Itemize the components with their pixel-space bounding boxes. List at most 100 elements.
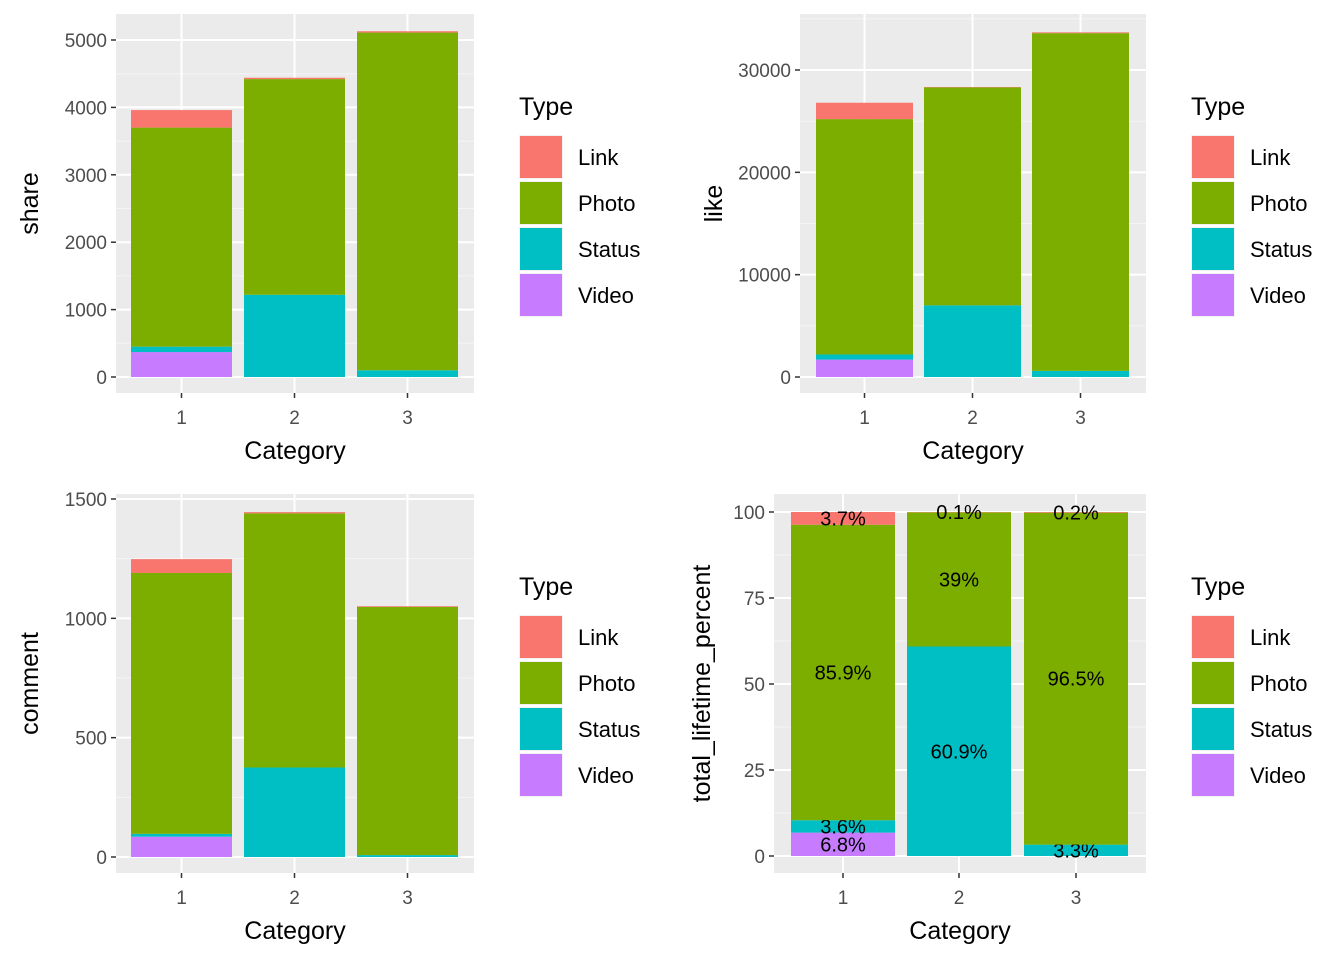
y-tick-label: 10000 <box>738 266 791 287</box>
bar-segment-video <box>816 360 913 377</box>
y-tick-label: 0 <box>96 848 107 869</box>
bar-segment-status <box>924 305 1021 377</box>
legend-label-status: Status <box>578 717 640 742</box>
x-axis-title: Category <box>244 437 346 465</box>
bar-segment-photo <box>357 607 458 855</box>
legend-label-photo: Photo <box>578 191 636 216</box>
y-axis-title: share <box>16 172 44 235</box>
legend-swatch-photo <box>1192 662 1234 704</box>
x-tick-label: 3 <box>1071 888 1082 909</box>
legend-label-photo: Photo <box>578 671 636 696</box>
legend-swatch-video <box>1192 274 1234 316</box>
bar-segment-photo <box>244 79 345 295</box>
legend-swatch-photo <box>520 182 562 224</box>
data-label: 3.7% <box>820 508 866 530</box>
y-tick-label: 75 <box>744 589 765 610</box>
y-tick-label: 4000 <box>65 98 107 119</box>
bar-segment-link <box>131 110 232 128</box>
y-tick-label: 0 <box>780 368 791 389</box>
legend-swatch-link <box>1192 616 1234 658</box>
data-label: 60.9% <box>931 741 988 763</box>
x-tick-label: 2 <box>289 888 300 909</box>
legend-swatch-status <box>1192 708 1234 750</box>
bar-segment-photo <box>131 573 232 834</box>
data-label: 0.2% <box>1053 502 1099 524</box>
data-label: 0.1% <box>936 502 982 524</box>
legend-swatch-status <box>520 708 562 750</box>
y-tick-label: 0 <box>96 368 107 389</box>
legend-swatch-link <box>1192 136 1234 178</box>
legend-label-video: Video <box>1250 283 1306 308</box>
y-tick-label: 1000 <box>65 609 107 630</box>
bar-segment-photo <box>244 513 345 767</box>
legend-swatch-video <box>520 274 562 316</box>
bar-segment-link <box>357 606 458 607</box>
y-tick-label: 1000 <box>65 301 107 322</box>
bar-segment-photo <box>1032 33 1129 371</box>
y-tick-label: 3000 <box>65 166 107 187</box>
y-tick-label: 0 <box>754 847 765 868</box>
legend-swatch-video <box>520 754 562 796</box>
bar-segment-photo <box>924 87 1021 305</box>
bar-segment-link <box>1032 32 1129 33</box>
legend-title: Type <box>519 573 573 601</box>
x-tick-label: 3 <box>1075 408 1086 429</box>
legend-title: Type <box>519 93 573 121</box>
legend-label-video: Video <box>578 283 634 308</box>
legend-label-status: Status <box>578 237 640 262</box>
bar-segment-link <box>816 103 913 119</box>
legend-label-status: Status <box>1250 717 1312 742</box>
y-tick-label: 50 <box>744 675 765 696</box>
x-axis-title: Category <box>922 437 1024 465</box>
legend-label-link: Link <box>578 145 619 170</box>
y-axis-title: comment <box>16 632 44 735</box>
data-label: 85.9% <box>815 662 872 684</box>
y-tick-label: 100 <box>733 503 765 524</box>
chart-panel-4: 6.8%3.6%85.9%3.7%60.9%39%0.1%3.3%96.5%0.… <box>688 494 1312 945</box>
y-tick-label: 500 <box>75 729 107 750</box>
y-tick-label: 30000 <box>738 61 791 82</box>
legend-title: Type <box>1191 573 1245 601</box>
y-axis-title: like <box>700 185 728 223</box>
legend-swatch-status <box>1192 228 1234 270</box>
legend-label-photo: Photo <box>1250 671 1308 696</box>
y-tick-label: 2000 <box>65 233 107 254</box>
x-tick-label: 1 <box>176 888 187 909</box>
legend-swatch-link <box>520 616 562 658</box>
legend-label-video: Video <box>578 763 634 788</box>
bar-segment-link <box>244 78 345 79</box>
bar-segment-status <box>357 370 458 377</box>
x-axis-title: Category <box>244 917 346 945</box>
legend-swatch-photo <box>1192 182 1234 224</box>
bar-segment-photo <box>816 119 913 354</box>
x-tick-label: 2 <box>289 408 300 429</box>
legend-swatch-photo <box>520 662 562 704</box>
x-tick-label: 1 <box>838 888 849 909</box>
y-tick-label: 25 <box>744 761 765 782</box>
data-label: 39% <box>939 569 979 591</box>
bar-segment-photo <box>131 128 232 347</box>
y-tick-label: 5000 <box>65 31 107 52</box>
x-tick-label: 3 <box>402 888 413 909</box>
x-tick-label: 2 <box>954 888 965 909</box>
bar-segment-status <box>244 768 345 858</box>
bar-segment-status <box>357 855 458 857</box>
legend-swatch-status <box>520 228 562 270</box>
bar-segment-link <box>244 512 345 513</box>
legend-label-video: Video <box>1250 763 1306 788</box>
legend-label-link: Link <box>1250 145 1291 170</box>
bar-segment-link <box>357 31 458 32</box>
legend-label-photo: Photo <box>1250 191 1308 216</box>
legend-label-link: Link <box>578 625 619 650</box>
bar-segment-link <box>131 559 232 573</box>
x-tick-label: 1 <box>176 408 187 429</box>
data-label: 96.5% <box>1048 669 1105 691</box>
y-tick-label: 20000 <box>738 163 791 184</box>
legend-title: Type <box>1191 93 1245 121</box>
y-axis-title: total_lifetime_percent <box>688 565 716 803</box>
